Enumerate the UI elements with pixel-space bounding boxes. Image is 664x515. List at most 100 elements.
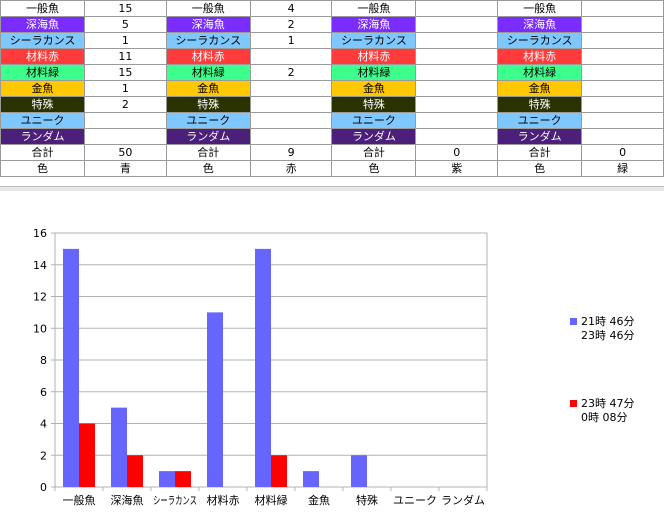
value-cell[interactable]: 0	[581, 144, 664, 161]
category-label-cell[interactable]: ランダム	[165, 128, 251, 145]
value-cell[interactable]	[581, 112, 664, 129]
category-label-cell[interactable]: 深海魚	[165, 16, 251, 33]
category-label-cell[interactable]: 一般魚	[0, 0, 85, 17]
value-cell[interactable]	[415, 128, 499, 145]
value-cell[interactable]	[581, 80, 664, 97]
value-cell[interactable]: 1	[83, 80, 167, 97]
value-cell[interactable]	[581, 128, 664, 145]
value-cell[interactable]	[249, 96, 333, 113]
category-label-cell[interactable]: 材料赤	[165, 48, 251, 65]
category-label-cell[interactable]: 特殊	[0, 96, 85, 113]
category-label-cell[interactable]: 特殊	[497, 96, 583, 113]
category-label-cell[interactable]: 合計	[0, 144, 85, 161]
category-label-cell[interactable]: 一般魚	[497, 0, 583, 17]
category-label-cell[interactable]: 深海魚	[331, 16, 417, 33]
legend-swatch-red	[570, 400, 577, 407]
value-cell[interactable]	[581, 16, 664, 33]
value-cell[interactable]: 2	[249, 64, 333, 81]
legend-series-1-line2: 23時 46分	[581, 329, 635, 342]
category-label-cell[interactable]: 合計	[497, 144, 583, 161]
value-cell[interactable]: 15	[83, 0, 167, 17]
value-cell[interactable]: 赤	[249, 160, 333, 177]
category-label-cell[interactable]: ランダム	[331, 128, 417, 145]
category-label-cell[interactable]: ユニーク	[497, 112, 583, 129]
category-label-cell[interactable]: 材料赤	[331, 48, 417, 65]
category-label-cell[interactable]: 金魚	[331, 80, 417, 97]
sheet-chart-separator	[0, 186, 664, 191]
category-label-cell[interactable]: 材料緑	[165, 64, 251, 81]
y-tick-label: 8	[40, 354, 47, 367]
category-label-cell[interactable]: 合計	[331, 144, 417, 161]
bar-series-1	[111, 407, 127, 487]
value-cell[interactable]: 青	[83, 160, 167, 177]
value-cell[interactable]: 5	[83, 16, 167, 33]
category-label-cell[interactable]: 金魚	[165, 80, 251, 97]
value-cell[interactable]: 11	[83, 48, 167, 65]
value-cell[interactable]	[581, 0, 664, 17]
y-tick-label: 12	[33, 291, 47, 304]
x-tick-label: 金魚	[308, 493, 330, 507]
value-cell[interactable]	[415, 16, 499, 33]
y-tick-label: 2	[40, 449, 47, 462]
y-tick-label: 0	[40, 481, 47, 494]
value-cell[interactable]	[83, 128, 167, 145]
category-label-cell[interactable]: ユニーク	[165, 112, 251, 129]
value-cell[interactable]: 緑	[581, 160, 664, 177]
category-label-cell[interactable]: 特殊	[331, 96, 417, 113]
category-label-cell[interactable]: ユニーク	[331, 112, 417, 129]
category-label-cell[interactable]: シーラカンス	[0, 32, 85, 49]
category-label-cell[interactable]: 色	[0, 160, 85, 177]
category-label-cell[interactable]: 深海魚	[497, 16, 583, 33]
value-cell[interactable]	[415, 96, 499, 113]
value-cell[interactable]	[415, 0, 499, 17]
category-label-cell[interactable]: 金魚	[0, 80, 85, 97]
category-label-cell[interactable]: 色	[331, 160, 417, 177]
value-cell[interactable]	[415, 64, 499, 81]
category-label-cell[interactable]: 金魚	[497, 80, 583, 97]
category-label-cell[interactable]: 材料緑	[331, 64, 417, 81]
category-label-cell[interactable]: シーラカンス	[331, 32, 417, 49]
category-label-cell[interactable]: 合計	[165, 144, 251, 161]
value-cell[interactable]: 0	[415, 144, 499, 161]
x-tick-label: 一般魚	[63, 494, 96, 507]
category-label-cell[interactable]: 色	[165, 160, 251, 177]
category-label-cell[interactable]: ユニーク	[0, 112, 85, 129]
value-cell[interactable]	[415, 112, 499, 129]
legend-series-2-line2: 0時 08分	[581, 411, 628, 424]
category-label-cell[interactable]: 材料赤	[0, 48, 85, 65]
value-cell[interactable]	[581, 96, 664, 113]
category-label-cell[interactable]: 材料緑	[0, 64, 85, 81]
value-cell[interactable]	[415, 32, 499, 49]
bar-series-2	[175, 471, 191, 487]
value-cell[interactable]: 50	[83, 144, 167, 161]
value-cell[interactable]	[415, 80, 499, 97]
value-cell[interactable]	[249, 80, 333, 97]
category-label-cell[interactable]: シーラカンス	[497, 32, 583, 49]
value-cell[interactable]: 1	[249, 32, 333, 49]
category-label-cell[interactable]: 一般魚	[165, 0, 251, 17]
value-cell[interactable]	[581, 32, 664, 49]
category-label-cell[interactable]: 一般魚	[331, 0, 417, 17]
value-cell[interactable]	[249, 48, 333, 65]
value-cell[interactable]: 2	[249, 16, 333, 33]
value-cell[interactable]: 1	[83, 32, 167, 49]
value-cell[interactable]	[83, 112, 167, 129]
category-label-cell[interactable]: 材料緑	[497, 64, 583, 81]
category-label-cell[interactable]: 色	[497, 160, 583, 177]
value-cell[interactable]	[581, 64, 664, 81]
value-cell[interactable]	[249, 128, 333, 145]
category-label-cell[interactable]: 材料赤	[497, 48, 583, 65]
value-cell[interactable]: 紫	[415, 160, 499, 177]
category-label-cell[interactable]: 特殊	[165, 96, 251, 113]
category-label-cell[interactable]: ランダム	[0, 128, 85, 145]
value-cell[interactable]: 15	[83, 64, 167, 81]
value-cell[interactable]	[249, 112, 333, 129]
category-label-cell[interactable]: 深海魚	[0, 16, 85, 33]
value-cell[interactable]: 9	[249, 144, 333, 161]
value-cell[interactable]	[581, 48, 664, 65]
category-label-cell[interactable]: ランダム	[497, 128, 583, 145]
value-cell[interactable]	[415, 48, 499, 65]
category-label-cell[interactable]: シーラカンス	[165, 32, 251, 49]
value-cell[interactable]: 2	[83, 96, 167, 113]
value-cell[interactable]: 4	[249, 0, 333, 17]
